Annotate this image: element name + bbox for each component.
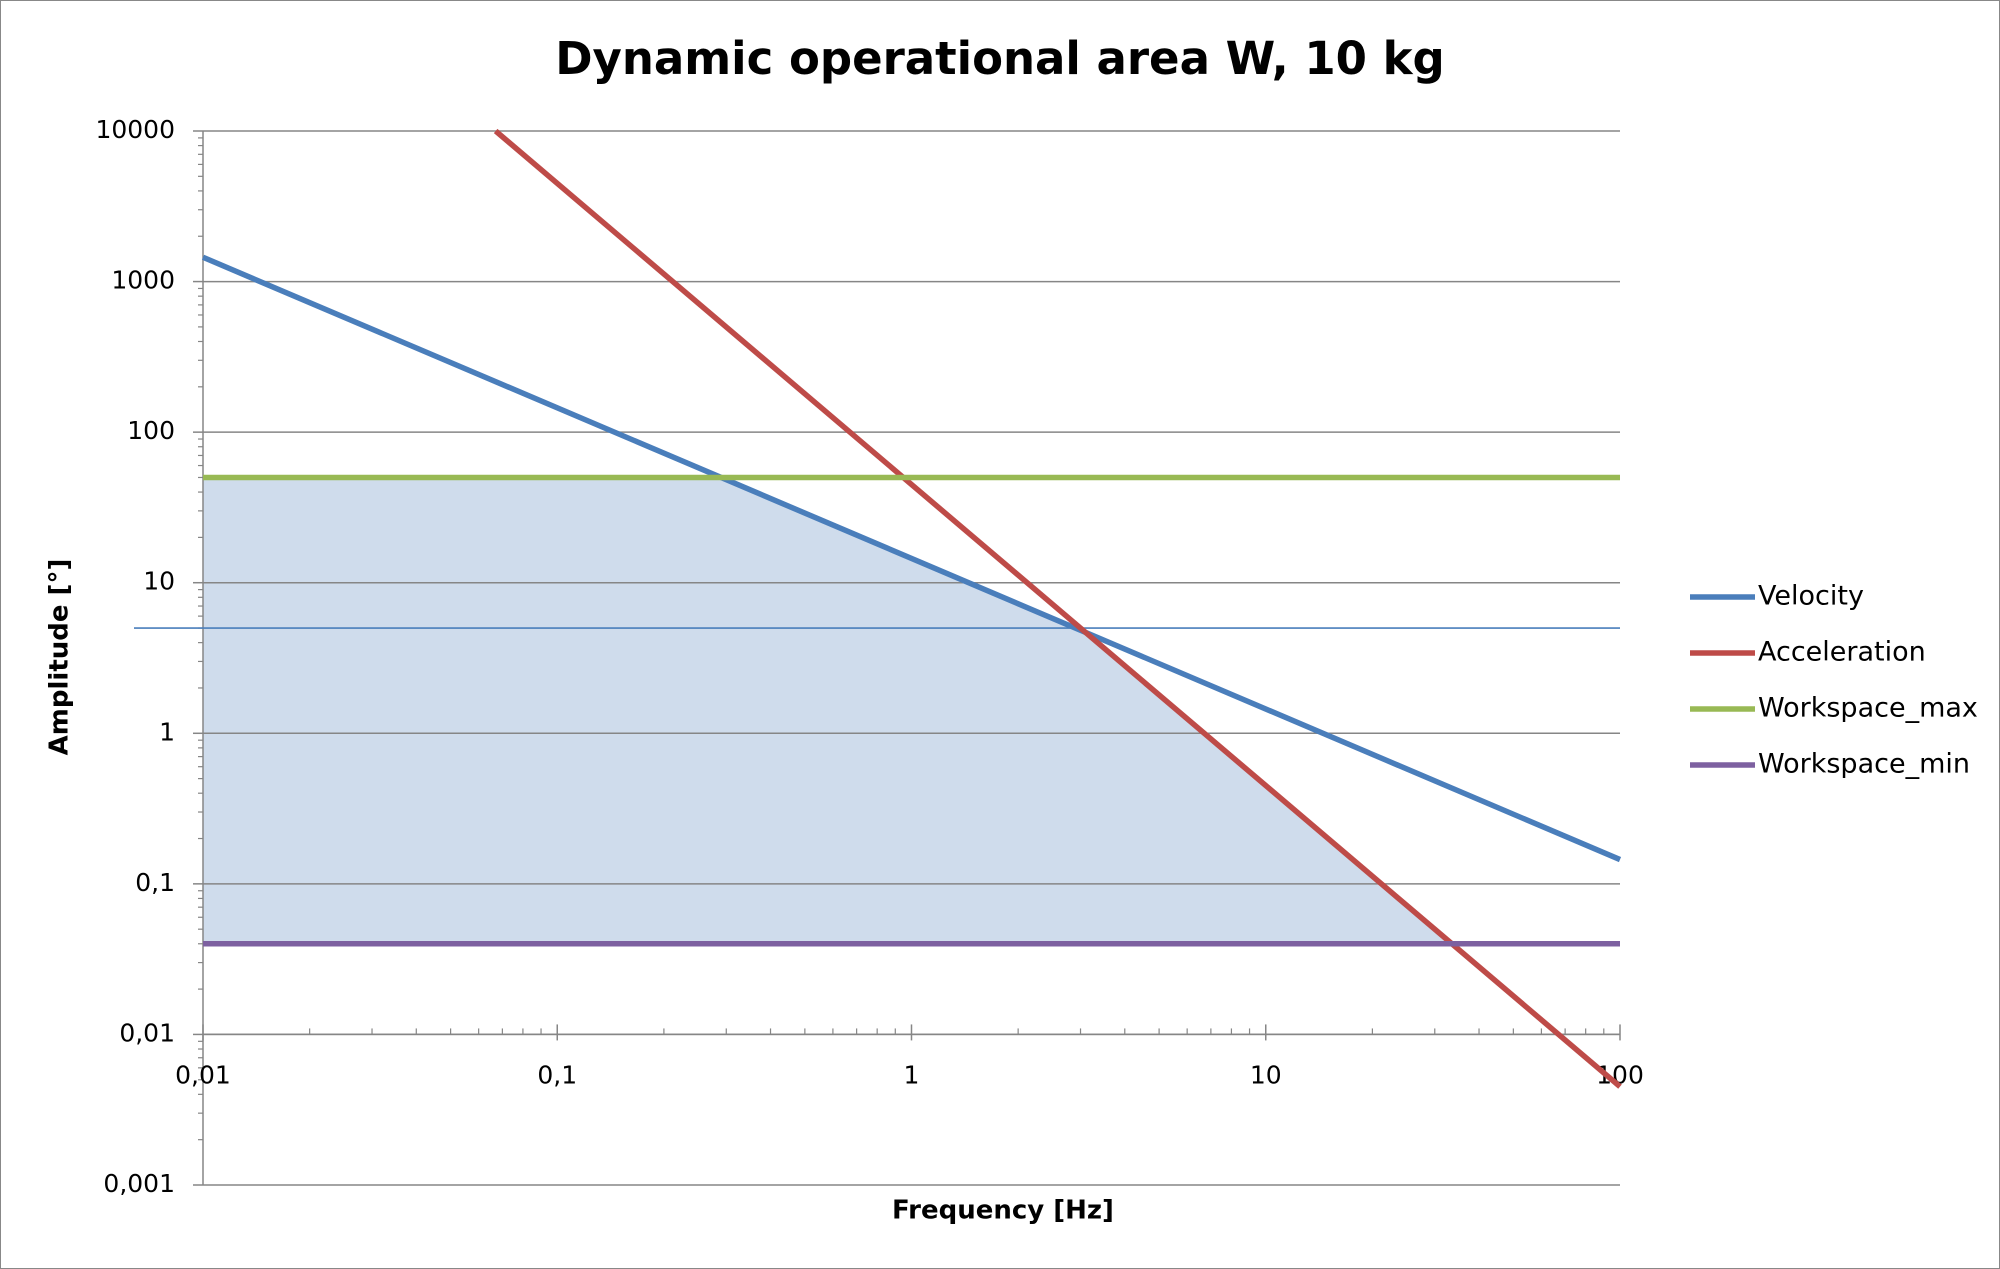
- chart-title: Dynamic operational area W, 10 kg: [555, 32, 1445, 85]
- x-tick-label: 0,1: [537, 1060, 577, 1089]
- x-tick-label: 1: [904, 1060, 920, 1089]
- series-line: [201, 254, 1622, 863]
- x-tick-label: 0,01: [175, 1060, 231, 1089]
- y-tick-label: 0,001: [103, 1169, 175, 1198]
- legend-label: Acceleration: [1758, 637, 1926, 668]
- y-tick-label: 0,1: [135, 868, 175, 897]
- y-tick-label: 10: [143, 567, 175, 596]
- x-axis-label: Frequency [Hz]: [892, 1196, 1114, 1226]
- legend-label: Velocity: [1758, 581, 1864, 612]
- series-line: [493, 128, 1622, 1089]
- y-axis-label: Amplitude [°]: [45, 559, 75, 756]
- y-tick-label: 0,01: [119, 1018, 175, 1047]
- y-tick-label: 1000: [111, 266, 175, 295]
- legend-label: Workspace_min: [1758, 749, 1970, 780]
- legend-label: Workspace_max: [1758, 693, 1978, 724]
- y-tick-label: 100: [127, 416, 175, 445]
- operational-area: [203, 477, 1620, 944]
- y-tick-label: 1: [159, 717, 175, 746]
- y-tick-label: 10000: [95, 115, 175, 144]
- x-tick-label: 10: [1250, 1060, 1282, 1089]
